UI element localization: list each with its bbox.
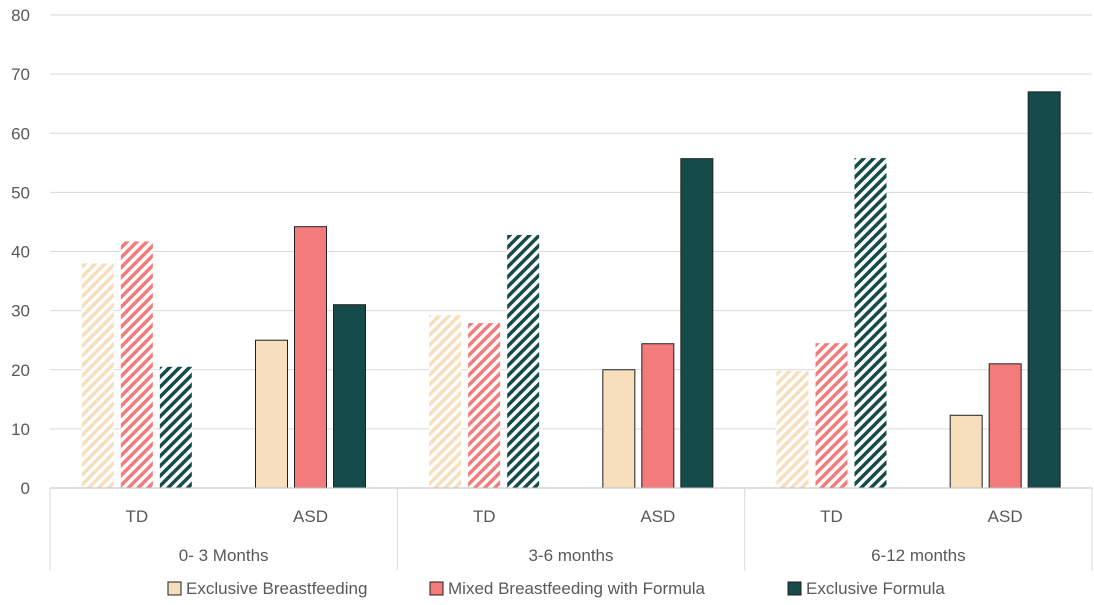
y-tick-label: 60 (11, 124, 30, 143)
legend-label: Exclusive Breastfeeding (186, 579, 367, 598)
x-group-label: 6-12 months (871, 546, 966, 565)
x-axis: TD ASD TD ASD TD ASD 0- 3 Months 3-6 months 6-12… (49, 487, 1093, 570)
bar-asd-mixed-breastfeeding-with-formula (294, 226, 327, 489)
x-tick-label: ASD (640, 507, 675, 526)
x-tick-label: ASD (988, 507, 1023, 526)
bar-td-exclusive-formula (159, 366, 192, 488)
y-tick-label: 70 (11, 65, 30, 84)
gridlines (50, 14, 1092, 430)
y-tick-label: 80 (11, 6, 30, 25)
bar-td-mixed-breastfeeding-with-formula (815, 343, 848, 488)
bar-asd-exclusive-breastfeeding (602, 369, 636, 489)
x-tick-label: TD (125, 507, 148, 526)
bar-td-mixed-breastfeeding-with-formula (120, 241, 153, 488)
x-tick-label: TD (820, 507, 843, 526)
y-tick-label: 20 (11, 361, 30, 380)
bar-td-exclusive-formula (507, 234, 540, 488)
y-tick-label: 50 (11, 183, 30, 202)
bar-asd-exclusive-breastfeeding (949, 414, 983, 489)
bars (81, 91, 1061, 489)
legend: Exclusive Breastfeeding Mixed Breastfeedi… (167, 579, 945, 598)
x-group-label: 3-6 months (528, 546, 613, 565)
bar-asd-exclusive-formula (333, 304, 366, 489)
legend-label: Exclusive Formula (806, 579, 945, 598)
bar-asd-exclusive-formula (680, 158, 714, 489)
bar-td-exclusive-breastfeeding (776, 370, 809, 488)
bar-asd-exclusive-formula (1027, 91, 1061, 489)
y-axis: 0 10 20 30 40 50 60 70 80 (11, 6, 30, 498)
bar-td-exclusive-breastfeeding (81, 263, 114, 488)
y-tick-label: 30 (11, 302, 30, 321)
x-group-label: 0- 3 Months (179, 546, 269, 565)
legend-swatch (787, 581, 802, 596)
bar-td-mixed-breastfeeding-with-formula (468, 323, 501, 488)
legend-swatch (167, 581, 182, 596)
y-tick-label: 0 (21, 479, 30, 498)
bar-asd-mixed-breastfeeding-with-formula (988, 363, 1022, 489)
y-tick-label: 10 (11, 420, 30, 439)
legend-swatch (429, 581, 444, 596)
bar-asd-exclusive-breastfeeding (255, 339, 288, 489)
bar-td-exclusive-formula (854, 158, 887, 488)
x-tick-label: TD (473, 507, 496, 526)
bar-asd-mixed-breastfeeding-with-formula (641, 343, 675, 489)
legend-label: Mixed Breastfeeding with Formula (448, 579, 706, 598)
y-tick-label: 40 (11, 243, 30, 262)
x-tick-label: ASD (293, 507, 328, 526)
bar-td-exclusive-breastfeeding (429, 315, 462, 488)
